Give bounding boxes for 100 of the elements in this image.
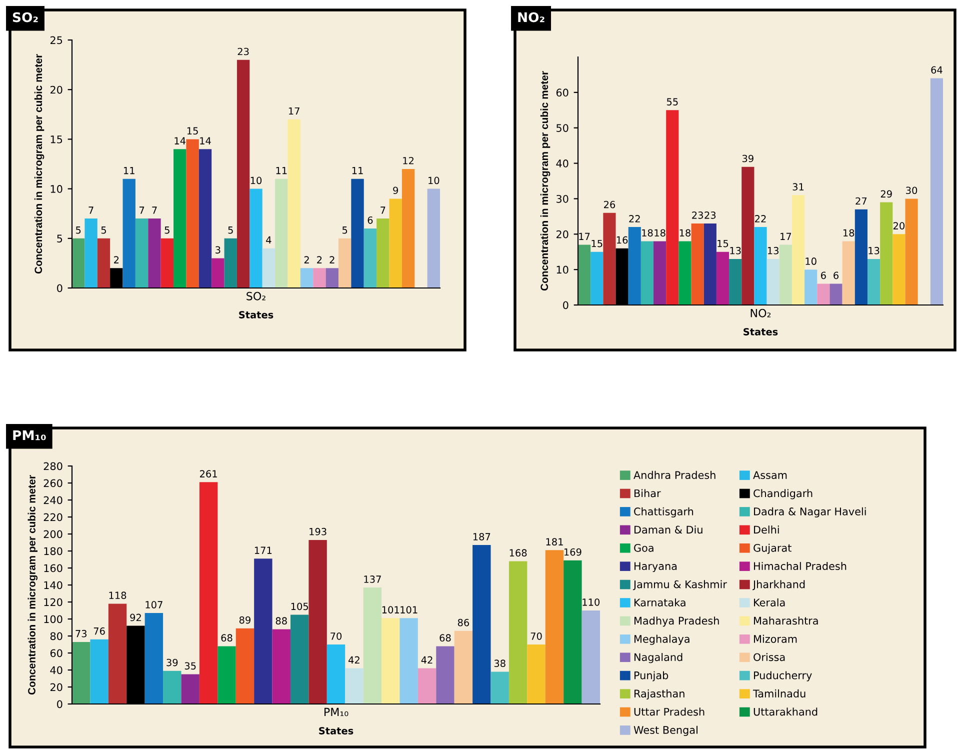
data-label: 23 [704, 212, 716, 219]
bar [300, 268, 314, 288]
data-label: 6 [834, 272, 838, 280]
y-tick-label: 10 [556, 266, 568, 274]
data-label: 187 [473, 533, 490, 540]
bar [691, 224, 704, 305]
data-label: 7 [88, 206, 94, 214]
bar [892, 234, 906, 305]
data-label: 86 [458, 618, 470, 626]
y-tick-label: 25 [50, 36, 62, 44]
legend-label: Assam [753, 471, 787, 479]
bar [389, 198, 402, 288]
legend-label: Jammu & Kashmir [632, 580, 727, 590]
bar [654, 241, 666, 305]
data-label: 73 [76, 630, 87, 638]
data-label: 26 [604, 200, 616, 208]
bar [930, 78, 943, 305]
data-label: 10 [428, 176, 440, 184]
data-label: 169 [564, 548, 582, 556]
y-tick-label: 100 [44, 615, 62, 624]
bar [402, 168, 415, 288]
data-label: 17 [780, 232, 792, 240]
data-label: 7 [152, 206, 157, 214]
legend-label: Jharkhand [752, 580, 805, 590]
y-axis-title: Concentration in microgram per cubic meter [34, 54, 44, 274]
bar [666, 110, 679, 305]
data-label: 18 [680, 229, 691, 237]
y-tick-label: 50 [556, 124, 568, 132]
data-label: 68 [440, 634, 451, 642]
y-tick-label: 160 [44, 564, 62, 572]
chart-title: PM₁₀ [13, 430, 46, 440]
legend-label: West Bengal [634, 726, 698, 736]
data-label: 14 [174, 137, 186, 144]
data-label: 31 [792, 183, 804, 191]
legend-label: Uttar Pradesh [634, 708, 704, 716]
data-label: 70 [530, 632, 542, 640]
data-label: 5 [228, 226, 233, 234]
data-label: 7 [140, 206, 144, 214]
data-label: 11 [352, 166, 363, 174]
bar [326, 268, 338, 288]
bar [427, 188, 440, 288]
data-label: 42 [348, 656, 360, 664]
y-tick-label: 240 [44, 496, 62, 504]
bar [804, 270, 818, 305]
legend-label: Orissa [754, 653, 785, 662]
legend-label: Chandigarh [754, 489, 812, 500]
data-label: 70 [330, 632, 342, 640]
bar [716, 252, 730, 305]
text: NO₂ [750, 308, 771, 318]
bar [288, 119, 300, 288]
bar [905, 198, 918, 305]
y-tick-label: 140 [44, 581, 62, 590]
legend-label: Haryana [634, 562, 677, 572]
data-label: 15 [592, 240, 602, 248]
y-tick-label: 20 [50, 86, 62, 94]
data-label: 2 [304, 256, 309, 264]
data-label: 2 [317, 256, 322, 264]
data-label: 11 [276, 166, 287, 174]
legend-label: Madhya Pradesh [634, 616, 719, 627]
bar [84, 218, 98, 288]
data-label: 89 [239, 616, 250, 624]
data-label: 13 [768, 246, 778, 254]
x-axis-title: States [239, 311, 274, 318]
bar [830, 284, 842, 305]
bar [313, 268, 326, 288]
text: SO₂ [246, 292, 266, 300]
y-tick-label: 60 [50, 649, 62, 658]
data-label: 18 [843, 229, 854, 237]
legend-label: Puducherry [754, 671, 812, 682]
legend-label: Delhi [754, 526, 779, 534]
bar [262, 248, 276, 288]
data-label: 3 [216, 246, 220, 254]
data-label: 2 [114, 256, 119, 264]
y-tick-label: 10 [50, 185, 62, 193]
legend-label: Goa [634, 544, 654, 552]
data-label: 13 [868, 246, 880, 254]
data-label: 107 [146, 601, 162, 608]
bar [880, 202, 893, 305]
data-label: 23 [238, 48, 249, 56]
data-label: 5 [101, 226, 106, 234]
bar [72, 238, 85, 288]
data-label: 15 [718, 240, 728, 248]
data-label: 5 [164, 226, 170, 234]
y-tick-label: 60 [556, 88, 568, 97]
legend-label: Maharashtra [754, 616, 818, 625]
data-label: 35 [184, 662, 196, 670]
data-label: 92 [130, 614, 141, 622]
data-label: 42 [421, 656, 432, 664]
data-label: 76 [94, 627, 105, 635]
data-label: 16 [616, 236, 628, 244]
y-tick-label: 220 [44, 513, 62, 522]
legend-label: Andhra Pradesh [634, 470, 716, 479]
data-label: 27 [856, 197, 867, 205]
data-label: 101 [400, 606, 418, 614]
chart-title: SO₂ [12, 12, 38, 22]
data-label: 22 [629, 215, 640, 222]
bar [148, 218, 161, 288]
bar [792, 195, 805, 305]
data-label: 5 [76, 226, 81, 234]
bar [376, 218, 390, 288]
